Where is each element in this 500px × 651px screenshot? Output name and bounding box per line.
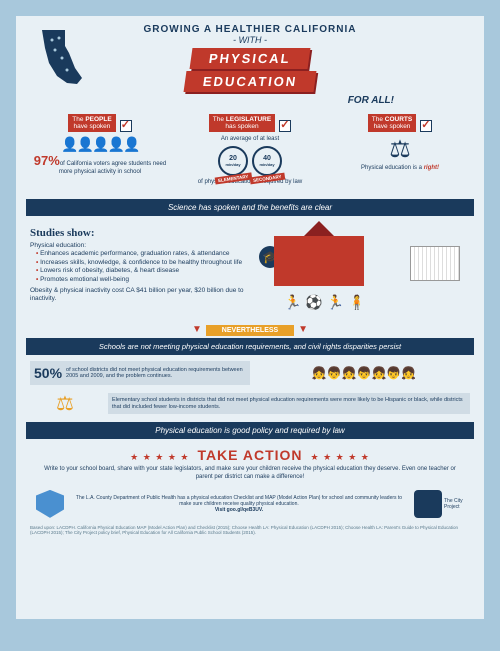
courts-header: The COURTShave spoken	[368, 114, 416, 132]
stars-icon: ★ ★ ★ ★ ★	[130, 452, 189, 462]
action-p1: Write to your school board, share with y…	[36, 466, 464, 482]
logos-row: The L.A. County Department of Public Hea…	[16, 486, 484, 522]
studies-cost: Obesity & physical inactivity cost CA $4…	[30, 287, 246, 304]
schoolhouse-icon	[274, 236, 364, 286]
take-action-title: TAKE ACTION	[197, 447, 302, 463]
city-project-logo	[414, 490, 442, 518]
fifty-box: 50% of school districts did not meet phy…	[30, 361, 250, 385]
action-footer: The L.A. County Department of Public Hea…	[72, 495, 406, 513]
studies-sub: Physical education:	[30, 242, 246, 250]
studies-title: Studies show:	[30, 226, 246, 240]
legislature-header: The LEGISLATUREhas spoken	[209, 114, 275, 132]
infographic-page: GROWING A HEALTHIER CALIFORNIA - WITH - …	[16, 16, 484, 619]
courts-text: Physical education is a	[361, 165, 424, 171]
footer-citation: Based upon: LACDPH. California Physical …	[16, 522, 484, 539]
student-group-icon: 👧👦👧👦👧👦👧	[258, 366, 470, 380]
nevertheless-tag: NEVERTHELESS	[206, 325, 294, 336]
clock-elementary: 20min/dayELEMENTARY	[218, 146, 248, 176]
bar-science: Science has spoken and the benefits are …	[26, 199, 474, 216]
gavel-icon: ⚖	[330, 136, 470, 165]
people-text: of California voters agree students need…	[59, 161, 166, 175]
check-icon	[120, 120, 132, 132]
people-header: The PEOPLEhave spoken	[68, 114, 115, 132]
arrow-down-icon: ▼	[298, 324, 308, 335]
list-item: Increases skills, knowledge, & confidenc…	[36, 259, 246, 267]
title-forall: FOR ALL!	[26, 95, 394, 106]
take-action: ★ ★ ★ ★ ★ TAKE ACTION ★ ★ ★ ★ ★ Write to…	[16, 443, 484, 486]
spoken-courts: The COURTShave spoken ⚖ Physical educati…	[328, 114, 472, 191]
header: GROWING A HEALTHIER CALIFORNIA - WITH - …	[16, 16, 484, 110]
bar-not-meeting: Schools are not meeting physical educati…	[26, 338, 474, 356]
california-icon	[34, 28, 90, 88]
city-project-label: The City Project	[444, 498, 464, 510]
people-pct: 97%	[34, 153, 60, 168]
scale-icon: ⚖	[30, 391, 100, 416]
spoken-people: The PEOPLEhave spoken 👤👤👤👤👤 97%of Califo…	[28, 114, 172, 191]
health-dept-logo	[36, 490, 64, 518]
soccer-goal-icon	[410, 246, 460, 281]
list-item: Lowers risk of obesity, diabetes, & hear…	[36, 267, 246, 275]
elementary-text: Elementary school students in districts …	[108, 393, 470, 414]
people-icon: 👤👤👤👤👤	[30, 136, 170, 153]
spoken-row: The PEOPLEhave spoken 👤👤👤👤👤 97%of Califo…	[16, 110, 484, 195]
stars-icon: ★ ★ ★ ★ ★	[311, 452, 370, 462]
check-icon	[420, 120, 432, 132]
spoken-legislature: The LEGISLATUREhas spoken An average of …	[178, 114, 322, 191]
fifty-pct: 50%	[34, 365, 62, 381]
nevertheless-row: ▼ NEVERTHELESS ▼	[16, 324, 484, 336]
fifty-row: 50% of school districts did not meet phy…	[16, 357, 484, 389]
leg-lead: An average of at least	[180, 136, 320, 143]
studies-list: Enhances academic performance, graduatio…	[30, 250, 246, 284]
banner-physical: PHYSICAL	[190, 48, 311, 69]
scale-row: ⚖ Elementary school students in district…	[16, 389, 484, 418]
title-line1: GROWING A HEALTHIER CALIFORNIA	[26, 24, 474, 35]
arrow-down-icon: ▼	[192, 324, 202, 335]
clock-secondary: 40min/daySECONDARY	[252, 146, 282, 176]
list-item: Enhances academic performance, graduatio…	[36, 250, 246, 258]
studies-section: Studies show: Physical education: Enhanc…	[16, 220, 484, 322]
bar-policy: Physical education is good policy and re…	[26, 422, 474, 439]
school-illustration: 🎓 🏃 ⚽ 🏃 🧍	[254, 226, 470, 316]
banner-education: EDUCATION	[183, 71, 316, 92]
list-item: Promotes emotional well-being	[36, 276, 246, 284]
title-banner: PHYSICAL EDUCATION	[184, 47, 316, 93]
kids-playing-icon: 🏃 ⚽ 🏃 🧍	[284, 294, 365, 311]
fifty-text: of school districts did not meet physica…	[66, 367, 246, 380]
title-with: - WITH -	[26, 35, 474, 45]
check-icon	[279, 120, 291, 132]
